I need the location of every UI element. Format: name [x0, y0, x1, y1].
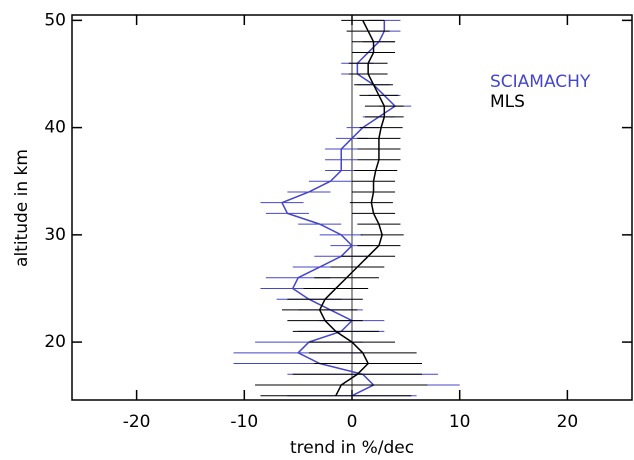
legend-entry: MLS: [490, 92, 525, 112]
x-tick-label: -10: [230, 412, 258, 432]
profile-line: [318, 20, 386, 397]
y-tick-label: 50: [44, 10, 66, 30]
y-tick-label: 20: [44, 332, 66, 352]
y-axis-label: altitude in km: [12, 149, 32, 267]
x-tick-label: -20: [123, 412, 151, 432]
x-tick-label: 20: [557, 412, 579, 432]
x-tick-label: 0: [347, 412, 358, 432]
y-tick-label: 30: [44, 225, 66, 245]
x-tick-label: 10: [449, 412, 471, 432]
profile-line: [280, 20, 397, 397]
legend-entry: SCIAMACHY: [490, 72, 591, 92]
y-tick-label: 40: [44, 118, 66, 138]
x-axis-label: trend in %/dec: [290, 438, 414, 458]
